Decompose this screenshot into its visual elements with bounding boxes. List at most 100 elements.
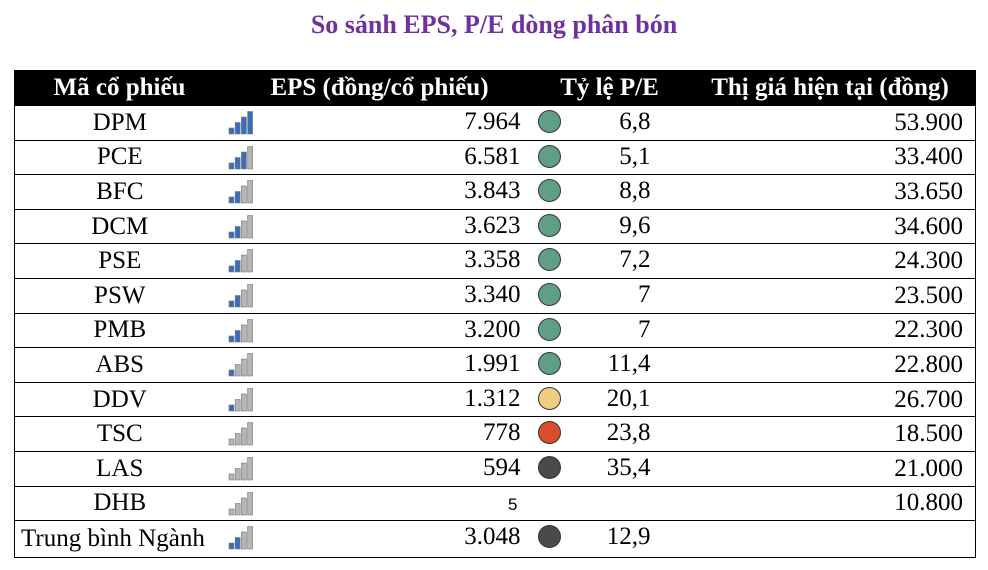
header-stock-code: Mã cổ phiếu: [14, 70, 225, 106]
eps-bar-segment: [234, 156, 240, 169]
eps-bar-icon: [228, 214, 253, 239]
eps-cell: 3.048: [224, 520, 535, 559]
eps-bar-segment: [240, 462, 247, 481]
eps-bar-icon: [228, 457, 253, 481]
eps-cell: 3.200: [224, 312, 535, 349]
price-value: 26.700: [684, 381, 976, 418]
price-value: 34.600: [684, 208, 976, 245]
eps-value: 778: [483, 419, 521, 447]
pe-value: 35,4: [606, 453, 651, 481]
pe-value: 12,9: [606, 523, 651, 551]
eps-bar-segment: [246, 491, 253, 515]
eps-bar-segment: [240, 220, 247, 239]
pe-value: 9,6: [619, 211, 651, 239]
stock-code: TSC: [14, 416, 225, 452]
eps-bar-segment: [246, 284, 253, 308]
table-row: DCM 3.623 9,6 34.600: [14, 208, 976, 245]
eps-bar-icon: [228, 318, 253, 342]
stock-code: DDV: [14, 381, 225, 418]
eps-cell: 778: [224, 416, 535, 452]
table-row: DHB 5 10.800: [14, 485, 976, 522]
pe-indicator-dot: [537, 179, 561, 203]
pe-value: 7: [638, 315, 651, 343]
eps-cell: 3.623: [224, 208, 535, 245]
price-value: 18.500: [684, 416, 976, 452]
eps-bar-segment: [246, 353, 253, 377]
eps-bar-segment: [234, 329, 240, 342]
eps-cell: 7.964: [224, 105, 535, 141]
pe-value: 7,2: [619, 246, 651, 274]
eps-bar-icon: [228, 422, 253, 446]
eps-cell: 1.991: [224, 347, 535, 383]
eps-value: 3.340: [464, 280, 521, 308]
eps-bar-icon: [228, 526, 253, 550]
stock-code: DCM: [14, 208, 225, 245]
eps-bar-segment: [234, 295, 240, 308]
table-row: DDV 1.312 20,1 26.700: [14, 381, 976, 418]
pe-cell: 6,8: [534, 105, 685, 141]
eps-pe-table: Mã cổ phiếu EPS (đồng/cổ phiếu) Tỷ lệ P/…: [14, 70, 976, 559]
eps-bar-icon: [228, 491, 253, 515]
pe-cell: 23,8: [534, 416, 685, 452]
table-row: BFC 3.843 8,8 33.650: [14, 174, 976, 210]
stock-code: PSW: [14, 277, 225, 314]
stock-code: DPM: [14, 105, 225, 141]
price-value: 22.800: [684, 347, 976, 383]
pe-indicator-dot: [537, 455, 561, 479]
eps-value: 594: [483, 453, 521, 481]
eps-bar-segment: [246, 422, 253, 446]
pe-value: 20,1: [606, 384, 651, 412]
pe-value: 5,1: [619, 142, 651, 170]
price-value: 24.300: [684, 243, 976, 279]
table-row: DPM 7.964 6,8 53.900: [14, 105, 976, 141]
eps-cell: 5: [224, 485, 535, 522]
eps-value: 1.991: [464, 350, 521, 378]
price-value: [684, 520, 976, 559]
eps-bar-segment: [228, 439, 234, 446]
pe-value: 6,8: [619, 108, 651, 135]
pe-value: 11,4: [607, 350, 651, 378]
pe-cell: 11,4: [534, 347, 685, 383]
eps-bar-icon: [228, 145, 253, 169]
stock-code: Trung bình Ngành: [14, 520, 225, 559]
eps-bar-segment: [234, 122, 240, 135]
industry-average-row: Trung bình Ngành 3.048 12,9: [14, 520, 976, 559]
pe-cell: 35,4: [534, 450, 685, 487]
pe-indicator-dot: [537, 110, 561, 133]
table-row: PMB 3.200 7 22.300: [14, 312, 976, 349]
pe-cell: [534, 485, 685, 522]
pe-indicator-dot: [537, 352, 561, 376]
eps-bar-icon: [228, 387, 253, 412]
stock-code: ABS: [14, 347, 225, 383]
pe-indicator-dot: [537, 317, 561, 341]
eps-bar-segment: [240, 255, 247, 273]
pe-cell: 12,9: [534, 520, 685, 559]
table-row: LAS 594 35,4 21.000: [14, 450, 976, 487]
pe-indicator-dot: [537, 386, 561, 410]
price-value: 53.900: [684, 105, 976, 141]
eps-bar-segment: [234, 537, 240, 550]
eps-bar-segment: [246, 180, 253, 204]
eps-bar-segment: [228, 335, 234, 342]
eps-bar-segment: [228, 404, 234, 412]
eps-bar-icon: [228, 111, 253, 135]
eps-bar-segment: [240, 393, 247, 412]
eps-bar-segment: [240, 497, 247, 515]
stock-code: PSE: [14, 243, 225, 279]
pe-indicator-dot: [537, 525, 561, 549]
price-value: 21.000: [684, 450, 976, 487]
eps-bar-segment: [240, 358, 247, 377]
eps-bar-segment: [246, 457, 253, 481]
pe-value: 7: [638, 280, 651, 308]
header-pe: Tỷ lệ P/E: [534, 70, 685, 106]
eps-bar-segment: [228, 542, 234, 550]
table-row: PSE 3.358 7,2 24.300: [14, 243, 976, 279]
pe-indicator-dot: [537, 282, 561, 306]
eps-value: 3.200: [464, 315, 521, 343]
eps-value: 7.964: [464, 108, 521, 135]
eps-value: 3.843: [464, 177, 521, 205]
eps-bar-segment: [240, 289, 247, 308]
header-price: Thị giá hiện tại (đồng): [684, 70, 976, 106]
eps-bar-segment: [228, 300, 234, 308]
header-eps: EPS (đồng/cổ phiếu): [224, 70, 535, 106]
